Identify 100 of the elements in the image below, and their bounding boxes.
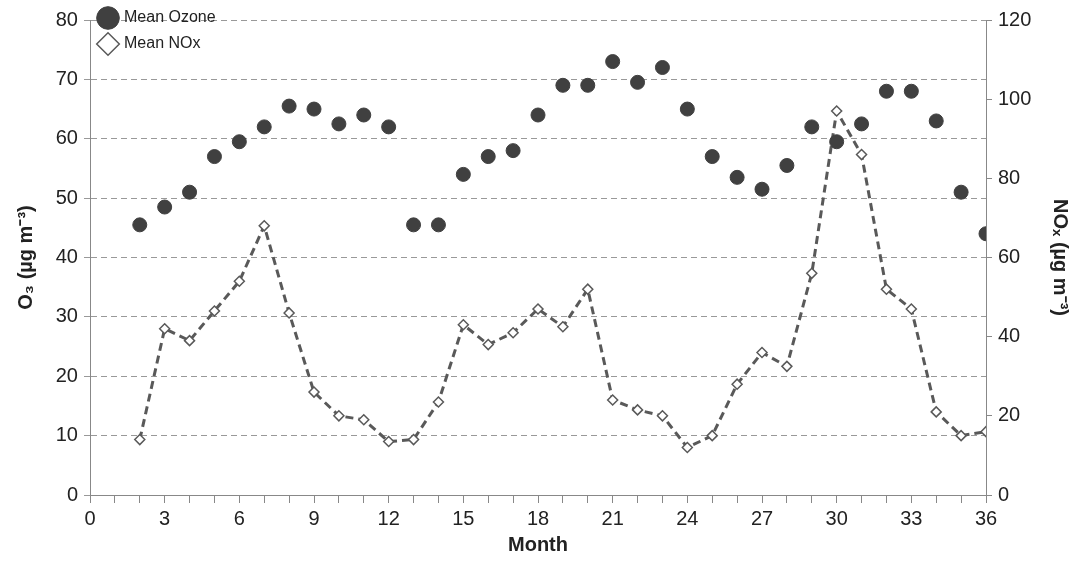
point [132,217,148,233]
y2-tick-label: 0 [998,482,1010,505]
point [580,77,596,93]
x-tick-label: 36 [974,506,998,529]
y-tick-label: 10 [55,423,78,446]
point [631,404,644,416]
point [829,134,845,150]
point [358,414,370,426]
y2-tick-label: 80 [998,165,1021,188]
point [457,319,470,331]
point [206,149,222,165]
x-tick-label: 3 [159,506,171,529]
point [157,199,173,215]
point [855,148,868,161]
point [804,119,820,135]
y-tick-label: 20 [55,363,78,386]
point [656,410,669,422]
point [781,360,793,373]
point [953,184,969,200]
point [505,143,521,159]
point [256,119,272,135]
point [582,283,594,295]
point [182,184,198,200]
point [654,60,670,75]
point [208,305,221,317]
y2-tick-label: 100 [998,86,1032,109]
point [407,433,420,446]
x-tick-label: 27 [750,506,774,529]
y2-tick-label: 60 [998,245,1021,268]
point [356,107,372,123]
x-tick-label: 12 [377,506,400,529]
x-tick-label: 24 [676,506,699,529]
point [231,134,247,150]
point [455,166,471,182]
point [679,101,695,117]
x-axis-title: Month [508,532,568,555]
point [905,303,918,315]
y-tick-label: 60 [55,126,78,149]
point [158,323,171,335]
point [878,83,894,99]
point [530,107,546,123]
y-tick-label: 0 [66,482,78,505]
x-tick-label: 15 [452,506,475,529]
legend-label: Mean NOx [124,34,201,52]
point [706,429,718,442]
point [903,83,919,99]
point [382,435,395,448]
point [183,334,196,347]
point [283,307,295,319]
point [854,116,870,132]
point [555,77,571,93]
x-tick-label: 0 [84,506,96,529]
point [928,113,944,129]
point [480,149,496,165]
point [930,406,942,418]
point [281,98,297,114]
point [432,396,445,408]
point [430,217,446,233]
point [704,149,720,165]
y-tick-label: 50 [55,185,78,208]
y-tick-label: 70 [55,66,78,89]
point [381,119,397,135]
legend-label: Mean Ozone [124,8,216,26]
point [134,433,146,446]
point [830,105,843,117]
x-tick-label: 21 [601,506,624,529]
y-axis-title: O₃ (µg m⁻³) [13,205,36,310]
point [258,220,270,232]
point [331,116,347,132]
y-tick-label: 30 [55,304,78,327]
y-tick-label: 40 [55,245,78,268]
y2-tick-label: 20 [998,403,1021,426]
x-tick-label: 18 [526,506,550,529]
y-tick-label: 80 [55,7,78,30]
point [756,346,768,359]
point [406,217,422,233]
point [731,378,743,390]
y2-tick-label: 40 [998,324,1021,347]
point [754,181,770,197]
point [880,283,893,295]
point [532,303,544,315]
point [606,394,619,406]
x-tick-label: 33 [900,506,923,529]
point [779,157,795,173]
point [806,267,818,280]
y2-tick-label: 120 [998,7,1032,30]
x-tick-label: 6 [233,506,245,529]
y2-axis-title: NOₓ (µg m⁻³) [1050,199,1073,316]
point [955,429,967,442]
point [233,275,246,287]
point [308,386,320,398]
point [681,441,694,454]
point [630,74,646,90]
point [507,326,519,339]
point [333,410,345,422]
point [729,169,745,185]
point [605,54,621,70]
x-tick-label: 30 [825,506,848,529]
point [306,101,322,117]
point [482,338,494,351]
